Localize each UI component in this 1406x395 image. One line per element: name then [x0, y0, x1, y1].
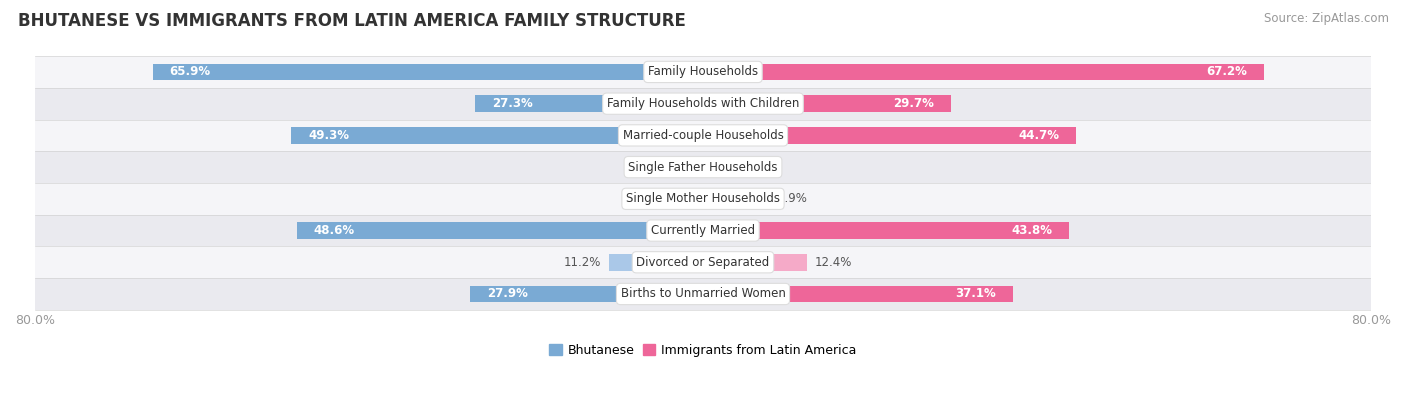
- Bar: [703, 190, 769, 207]
- Bar: [659, 190, 703, 207]
- Bar: [703, 222, 1069, 239]
- Bar: [35, 278, 1371, 310]
- Text: Family Households: Family Households: [648, 66, 758, 79]
- Text: 7.9%: 7.9%: [778, 192, 807, 205]
- Text: Currently Married: Currently Married: [651, 224, 755, 237]
- Bar: [153, 64, 703, 80]
- Bar: [686, 159, 703, 175]
- Bar: [35, 183, 1371, 215]
- Text: Single Father Households: Single Father Households: [628, 161, 778, 174]
- Text: 2.1%: 2.1%: [647, 161, 678, 174]
- Bar: [35, 246, 1371, 278]
- Bar: [297, 222, 703, 239]
- Text: Source: ZipAtlas.com: Source: ZipAtlas.com: [1264, 12, 1389, 25]
- Bar: [35, 88, 1371, 120]
- Bar: [470, 286, 703, 302]
- Bar: [703, 159, 727, 175]
- Text: 48.6%: 48.6%: [314, 224, 354, 237]
- Text: Births to Unmarried Women: Births to Unmarried Women: [620, 288, 786, 301]
- Text: Divorced or Separated: Divorced or Separated: [637, 256, 769, 269]
- Text: 65.9%: 65.9%: [170, 66, 211, 79]
- Text: 44.7%: 44.7%: [1018, 129, 1060, 142]
- Bar: [703, 64, 1264, 80]
- Bar: [291, 127, 703, 144]
- Text: Family Households with Children: Family Households with Children: [607, 97, 799, 110]
- Text: Single Mother Households: Single Mother Households: [626, 192, 780, 205]
- Bar: [35, 56, 1371, 88]
- Text: 2.8%: 2.8%: [735, 161, 765, 174]
- Bar: [703, 127, 1076, 144]
- Text: Married-couple Households: Married-couple Households: [623, 129, 783, 142]
- Bar: [35, 120, 1371, 151]
- Text: 27.9%: 27.9%: [486, 288, 527, 301]
- Bar: [609, 254, 703, 271]
- Text: 11.2%: 11.2%: [564, 256, 602, 269]
- Text: 67.2%: 67.2%: [1206, 66, 1247, 79]
- Bar: [703, 286, 1012, 302]
- Text: 12.4%: 12.4%: [815, 256, 852, 269]
- Legend: Bhutanese, Immigrants from Latin America: Bhutanese, Immigrants from Latin America: [544, 339, 862, 362]
- Text: 43.8%: 43.8%: [1011, 224, 1052, 237]
- Text: 27.3%: 27.3%: [492, 97, 533, 110]
- Text: 5.3%: 5.3%: [621, 192, 651, 205]
- Text: 29.7%: 29.7%: [893, 97, 935, 110]
- Text: 37.1%: 37.1%: [955, 288, 995, 301]
- Bar: [35, 151, 1371, 183]
- Text: BHUTANESE VS IMMIGRANTS FROM LATIN AMERICA FAMILY STRUCTURE: BHUTANESE VS IMMIGRANTS FROM LATIN AMERI…: [18, 12, 686, 30]
- Bar: [703, 96, 950, 112]
- Bar: [703, 254, 807, 271]
- Text: 49.3%: 49.3%: [308, 129, 349, 142]
- Bar: [35, 215, 1371, 246]
- Bar: [475, 96, 703, 112]
